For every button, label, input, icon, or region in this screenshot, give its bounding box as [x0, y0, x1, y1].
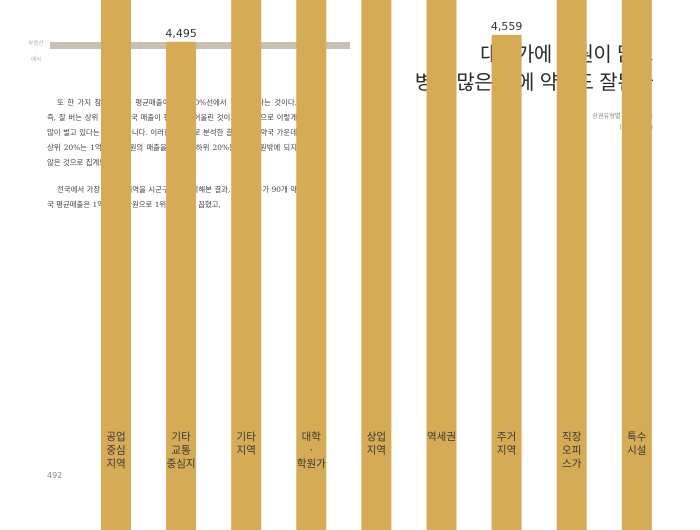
bar-8	[621, 0, 652, 530]
header-divider-bar	[50, 42, 350, 49]
bar-7	[556, 0, 587, 530]
bar-2	[231, 0, 262, 530]
category-label-4: 상업 지역	[367, 430, 386, 457]
category-label-7: 직장 오피 스가	[562, 431, 582, 470]
category-label-6: 주거 지역	[497, 431, 516, 457]
page-number: 492	[47, 471, 63, 480]
category-label-2: 기타 지역	[237, 431, 257, 457]
category-label-8: 특수 시설	[627, 431, 647, 457]
category-label-3: 대학 · 학원가	[297, 431, 326, 470]
side-label-line1: 부동산	[28, 41, 44, 47]
side-label-line2: ·	[35, 49, 37, 55]
category-label-5: 역세권	[427, 431, 456, 443]
bar-1	[166, 41, 197, 530]
value-label-6: 4,559	[491, 20, 523, 33]
bar-6	[491, 34, 522, 530]
category-label-0: 공업 중심 지역	[106, 430, 125, 470]
bar-4	[361, 0, 392, 530]
side-section-label: 부동산 · 에서	[27, 40, 45, 64]
category-label-1: 기타 교통 중심지	[167, 431, 196, 470]
side-label-line3: 에서	[30, 57, 42, 63]
bar-5	[426, 0, 457, 530]
bar-0	[101, 0, 131, 530]
bar-3	[296, 0, 327, 530]
value-label-1: 4,495	[165, 27, 197, 40]
